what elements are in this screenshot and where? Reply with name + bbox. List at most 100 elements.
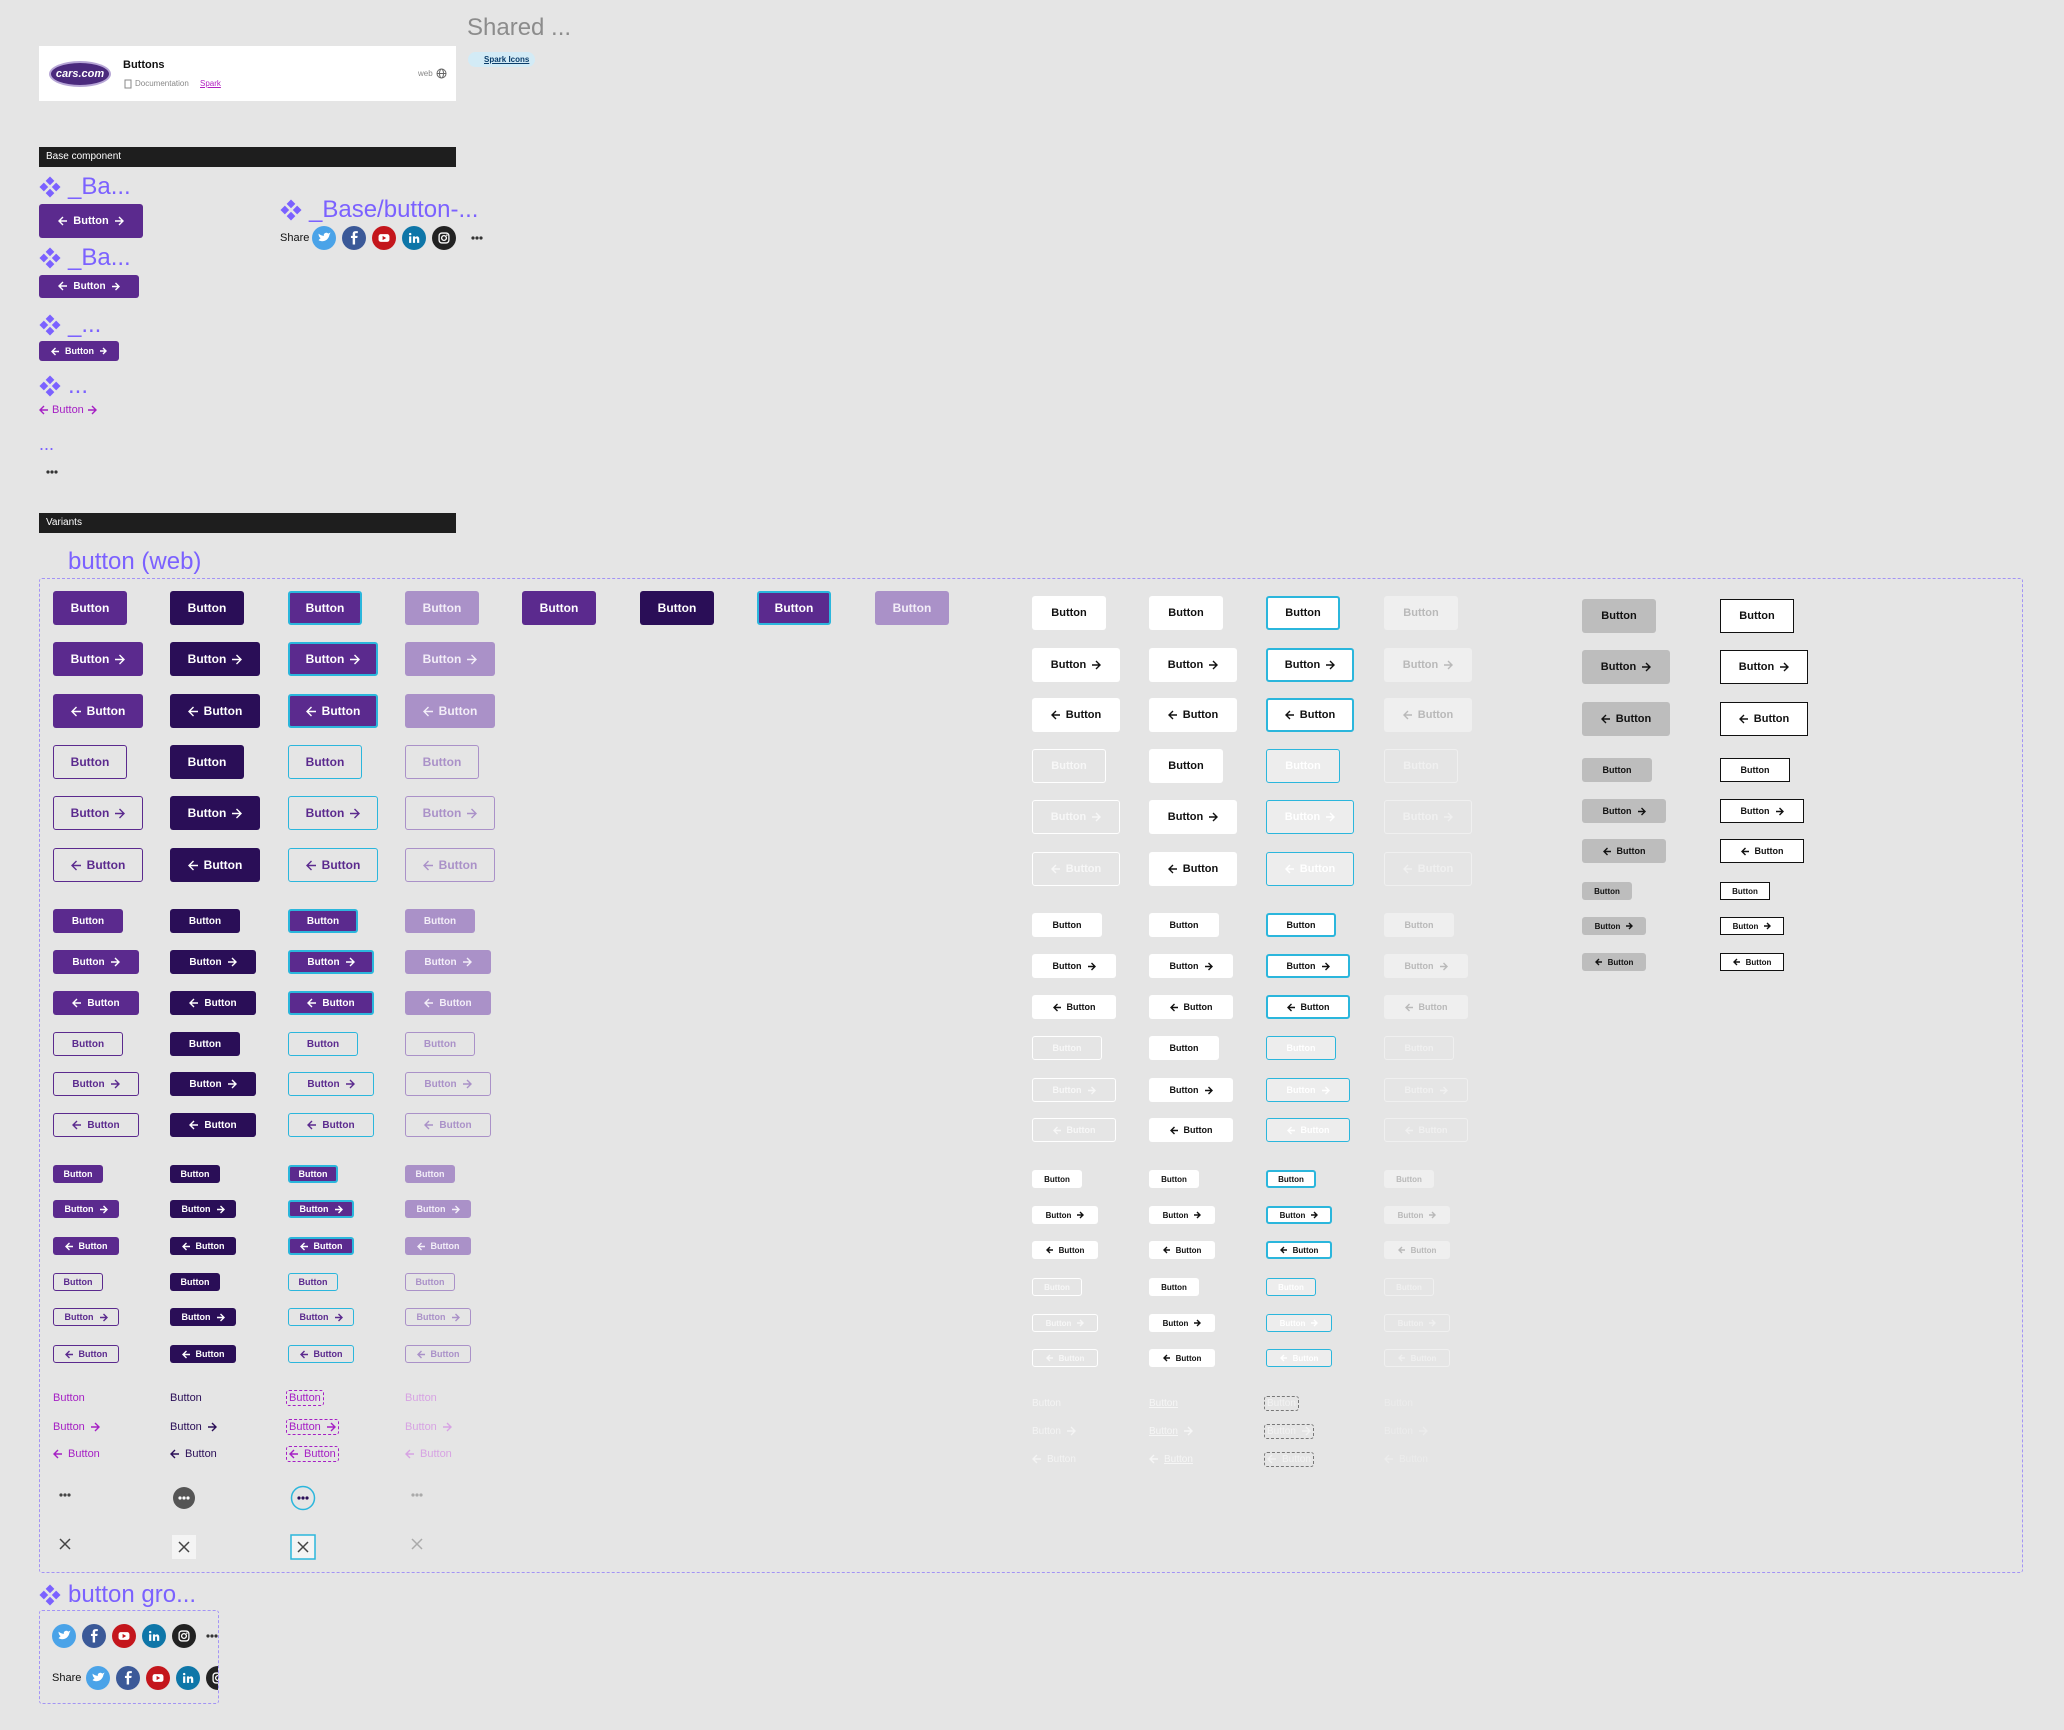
social-icon-part xyxy=(214,1674,218,1682)
button-label: Button xyxy=(1403,607,1439,619)
arrow-icon xyxy=(64,1242,73,1250)
button-label: Button xyxy=(189,956,222,968)
arrow-icon-part xyxy=(1326,660,1336,670)
button-label: Button xyxy=(71,915,105,927)
more-button-part xyxy=(214,1634,218,1638)
arrow-icon-part xyxy=(64,1350,73,1358)
button-label: Button xyxy=(1740,806,1770,816)
spark-icons-badge[interactable]: Spark Icons xyxy=(468,52,536,67)
arrow-icon-part xyxy=(1162,1246,1170,1254)
button: Button xyxy=(405,1165,455,1183)
social-icon-part xyxy=(206,1666,218,1690)
button: Button xyxy=(53,642,143,676)
more-button-part xyxy=(186,1496,190,1500)
button: Button xyxy=(53,909,123,933)
button-label: Button xyxy=(1044,1174,1070,1184)
arrow-icon xyxy=(70,860,81,870)
button-label: Button xyxy=(170,1392,202,1404)
button: Button xyxy=(1149,913,1219,937)
button-label: Button xyxy=(1753,713,1790,725)
button-label: Button xyxy=(87,997,120,1009)
arrow-icon-part xyxy=(90,1422,100,1432)
spark-link[interactable]: Spark xyxy=(200,79,221,88)
button-label: Button xyxy=(1279,1318,1306,1328)
button: Button xyxy=(1032,1036,1102,1060)
button: Button xyxy=(1030,1424,1078,1439)
more-button-part xyxy=(67,1493,71,1497)
arrow-icon-part xyxy=(1384,1454,1393,1464)
button: Button xyxy=(288,1200,354,1218)
button-label: Button xyxy=(774,601,814,615)
arrow-icon-part xyxy=(1732,958,1740,966)
close-button xyxy=(172,1535,196,1559)
button-label: Button xyxy=(1299,709,1336,721)
button-label: Button xyxy=(1397,1318,1424,1328)
arrow-icon-part xyxy=(51,347,59,355)
arrow-icon-part xyxy=(451,1205,460,1213)
button: Button xyxy=(405,1237,471,1255)
button: Button xyxy=(168,1390,204,1406)
social-icon-part xyxy=(182,1672,186,1676)
arrow-icon-part xyxy=(1183,1426,1193,1436)
more-button-part xyxy=(475,236,479,240)
button: Button xyxy=(1720,799,1804,823)
more-button-part xyxy=(411,1493,415,1497)
arrow-icon-part xyxy=(87,405,97,415)
arrow-icon xyxy=(111,282,120,290)
social-icon-part xyxy=(152,1674,164,1682)
social-icon-part xyxy=(148,1630,152,1634)
button: Button xyxy=(51,1419,102,1435)
button-label: Button xyxy=(305,755,345,769)
arrow-icon-part xyxy=(189,998,199,1008)
button-label: Button xyxy=(78,1349,108,1359)
button-label: Button xyxy=(1052,1043,1082,1053)
more-button xyxy=(411,1493,423,1497)
button: Button xyxy=(1030,1396,1063,1411)
button: Button xyxy=(1384,913,1454,937)
button: Button xyxy=(1720,702,1808,736)
arrow-icon xyxy=(305,860,316,870)
arrow-icon-part xyxy=(442,1422,452,1432)
arrow-icon xyxy=(72,998,82,1008)
button-label: Button xyxy=(416,1312,446,1322)
arrow-icon-part xyxy=(1162,1354,1170,1362)
button: Button xyxy=(1384,1241,1450,1259)
arrow-icon xyxy=(1167,864,1177,874)
button: Button xyxy=(405,694,495,728)
arrow-icon xyxy=(1780,662,1790,672)
button-label: Button xyxy=(1065,709,1102,721)
button-label: Button xyxy=(1182,709,1219,721)
arrow-icon xyxy=(110,1079,120,1089)
arrow-icon-part xyxy=(64,1242,73,1250)
button-label: Button xyxy=(1183,1125,1213,1135)
button-label: Button xyxy=(1267,1397,1296,1409)
doc-icon xyxy=(124,79,132,89)
button-label: Button xyxy=(1404,920,1434,930)
arrow-icon-part xyxy=(1321,1086,1330,1094)
button: Button xyxy=(1384,1349,1450,1367)
button-label: Button xyxy=(1162,1210,1189,1220)
button: Button xyxy=(1384,1278,1434,1296)
button: Button xyxy=(405,950,491,974)
arrow-icon xyxy=(1045,1246,1053,1254)
arrow-icon-part xyxy=(232,654,243,664)
arrow-icon xyxy=(1602,847,1611,855)
button-label: Button xyxy=(299,1312,329,1322)
button-label: Button xyxy=(289,1392,321,1404)
arrow-icon xyxy=(1279,1354,1287,1362)
component-icon-part xyxy=(45,259,55,269)
social-icon-part xyxy=(124,1671,132,1685)
component-icon-part xyxy=(45,1584,55,1594)
section-bar: Base component xyxy=(39,147,456,167)
social-icon-part xyxy=(148,1630,160,1641)
button: Button xyxy=(405,745,479,779)
button: Button xyxy=(1582,882,1632,900)
button-label: Button xyxy=(1418,1002,1448,1012)
arrow-icon xyxy=(1732,958,1740,966)
button: Button xyxy=(1266,954,1350,978)
button-label: Button xyxy=(1162,1318,1189,1328)
button: Button xyxy=(170,848,260,882)
component-icon-part xyxy=(51,253,61,263)
button-label: Button xyxy=(1149,1425,1178,1437)
more-button-part xyxy=(305,1496,309,1500)
